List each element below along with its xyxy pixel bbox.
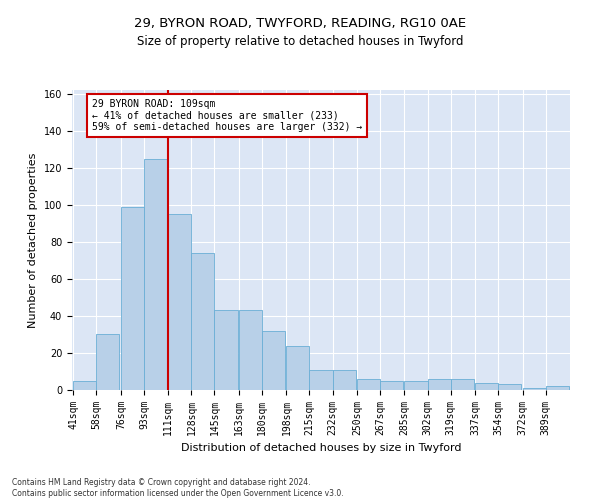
Bar [144, 158, 167, 390]
Bar [239, 310, 262, 390]
Bar [262, 330, 285, 390]
Bar [286, 346, 310, 390]
Bar [310, 370, 332, 390]
Bar [523, 388, 545, 390]
Bar [451, 379, 473, 390]
Bar [404, 380, 428, 390]
Bar [121, 206, 144, 390]
Text: Contains HM Land Registry data © Crown copyright and database right 2024.
Contai: Contains HM Land Registry data © Crown c… [12, 478, 344, 498]
Text: 29, BYRON ROAD, TWYFORD, READING, RG10 0AE: 29, BYRON ROAD, TWYFORD, READING, RG10 0… [134, 18, 466, 30]
Text: Size of property relative to detached houses in Twyford: Size of property relative to detached ho… [137, 35, 463, 48]
Bar [498, 384, 521, 390]
X-axis label: Distribution of detached houses by size in Twyford: Distribution of detached houses by size … [181, 444, 461, 454]
Bar [380, 380, 403, 390]
Bar [97, 334, 119, 390]
Bar [428, 379, 451, 390]
Bar [169, 214, 191, 390]
Bar [191, 253, 214, 390]
Bar [332, 370, 356, 390]
Text: 29 BYRON ROAD: 109sqm
← 41% of detached houses are smaller (233)
59% of semi-det: 29 BYRON ROAD: 109sqm ← 41% of detached … [92, 100, 362, 132]
Bar [214, 310, 238, 390]
Bar [475, 382, 498, 390]
Bar [357, 379, 380, 390]
Bar [545, 386, 569, 390]
Bar [73, 380, 97, 390]
Y-axis label: Number of detached properties: Number of detached properties [28, 152, 38, 328]
